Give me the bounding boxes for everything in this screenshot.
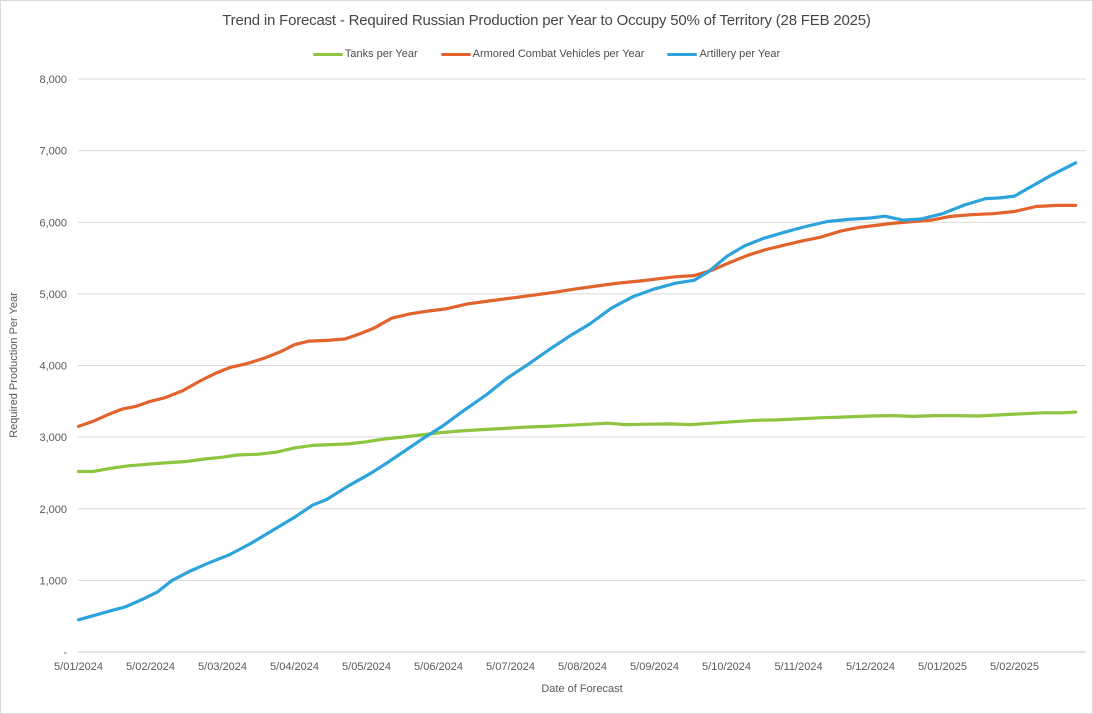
y-tick-label: 3,000 xyxy=(39,432,67,444)
x-tick-label: 5/02/2024 xyxy=(126,661,175,673)
x-tick-label: 5/12/2024 xyxy=(846,661,895,673)
x-tick-label: 5/09/2024 xyxy=(630,661,679,673)
legend-label-armored-combat-vehicles: Armored Combat Vehicles per Year xyxy=(472,48,645,60)
y-tick-label: - xyxy=(63,647,67,659)
series-line-tanks-per-year xyxy=(76,410,1078,474)
x-tick-label: 5/02/2025 xyxy=(990,661,1039,673)
series-line-armored-combat-vehicles-per-year xyxy=(76,203,1078,428)
legend-item-armored-combat-vehicles: Armored Combat Vehicles per Year xyxy=(440,48,645,60)
x-tick-label: 5/03/2024 xyxy=(198,661,247,673)
y-tick-label: 5,000 xyxy=(39,289,67,301)
x-tick-label: 5/11/2024 xyxy=(774,661,822,673)
y-tick-label: 4,000 xyxy=(39,361,67,373)
y-tick-label: 7,000 xyxy=(39,146,67,158)
x-tick-label: 5/04/2024 xyxy=(270,661,319,673)
x-tick-label: 5/01/2025 xyxy=(918,661,967,673)
legend-swatch-tanks xyxy=(312,52,343,56)
x-tick-label: 5/06/2024 xyxy=(414,661,463,673)
x-tick-label: 5/07/2024 xyxy=(486,661,535,673)
y-tick-label: 6,000 xyxy=(39,217,67,229)
legend-swatch-artillery xyxy=(667,52,698,56)
y-tick-label: 1,000 xyxy=(39,575,67,587)
chart-legend: Tanks per Year Armored Combat Vehicles p… xyxy=(1,48,1092,60)
x-tick-label: 5/10/2024 xyxy=(702,661,751,673)
y-tick-label: 8,000 xyxy=(39,74,67,86)
x-tick-label: 5/01/2024 xyxy=(54,661,103,673)
x-tick-label: 5/08/2024 xyxy=(558,661,607,673)
y-tick-label: 2,000 xyxy=(39,504,67,516)
legend-label-tanks: Tanks per Year xyxy=(344,48,418,60)
x-tick-label: 5/05/2024 xyxy=(342,661,391,673)
chart-title: Trend in Forecast - Required Russian Pro… xyxy=(222,12,871,29)
legend-item-tanks: Tanks per Year xyxy=(312,48,418,60)
legend-label-artillery: Artillery per Year xyxy=(699,48,781,60)
series-line-artillery-per-year xyxy=(76,161,1078,622)
legend-item-artillery: Artillery per Year xyxy=(667,48,780,60)
y-axis-title: Required Production Per Year xyxy=(8,292,20,438)
legend-swatch-armored-combat-vehicles xyxy=(440,52,471,56)
x-axis-title: Date of Forecast xyxy=(541,683,623,695)
